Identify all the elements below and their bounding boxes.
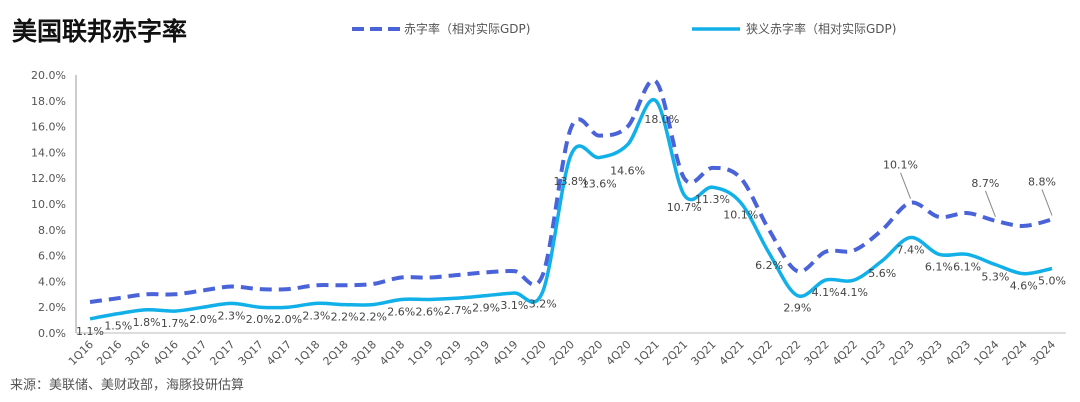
x-tick-label: 3Q16: [123, 338, 153, 368]
data-label-narrow: 1.8%: [133, 316, 161, 329]
x-tick-label: 3Q19: [462, 338, 492, 368]
x-tick-label: 1Q16: [66, 338, 96, 368]
x-tick-label: 1Q22: [745, 338, 775, 368]
y-tick-label: 12.0%: [31, 172, 66, 185]
data-label-narrow: 2.9%: [783, 302, 811, 315]
x-tick-label: 4Q23: [943, 338, 973, 368]
data-label-narrow: 2.0%: [246, 313, 274, 326]
data-label-narrow: 2.2%: [331, 311, 359, 324]
data-label-narrow: 6.1%: [925, 260, 953, 273]
x-tick-label: 4Q16: [151, 338, 181, 368]
y-tick-label: 18.0%: [31, 95, 66, 108]
data-label-narrow: 6.1%: [953, 260, 981, 273]
data-label-narrow: 2.2%: [359, 311, 387, 324]
data-label-narrow: 13.6%: [582, 178, 617, 191]
x-tick-label: 3Q24: [1028, 338, 1058, 368]
label-leader-line: [900, 172, 911, 199]
data-label-narrow: 1.1%: [76, 325, 104, 338]
legend-label-deficit: 赤字率（相对实际GDP): [404, 21, 530, 36]
data-label-narrow: 7.4%: [897, 244, 925, 257]
data-label-narrow: 5.0%: [1038, 275, 1066, 288]
x-tick-label: 4Q20: [604, 338, 634, 368]
x-tick-label: 1Q20: [519, 338, 549, 368]
x-tick-label: 1Q21: [632, 338, 662, 368]
x-tick-label: 3Q21: [688, 338, 718, 368]
x-tick-label: 2Q22: [773, 338, 803, 368]
x-tick-label: 1Q19: [405, 338, 435, 368]
x-tick-label: 3Q17: [236, 338, 266, 368]
data-label-narrow: 1.7%: [161, 317, 189, 330]
x-tick-label: 2Q23: [886, 338, 916, 368]
data-label-narrow: 14.6%: [610, 165, 645, 178]
y-tick-label: 4.0%: [38, 275, 66, 288]
data-label-narrow: 18.0%: [644, 113, 679, 126]
label-leader-line: [1041, 189, 1053, 216]
x-tick-label: 1Q23: [858, 338, 888, 368]
x-tick-label: 1Q24: [971, 338, 1001, 368]
x-tick-label: 3Q20: [575, 338, 605, 368]
data-label-narrow: 2.3%: [217, 309, 245, 322]
data-label-narrow: 2.6%: [387, 305, 415, 318]
x-tick-label: 2Q24: [1000, 338, 1030, 368]
x-tick-label: 4Q18: [377, 338, 407, 368]
y-tick-label: 16.0%: [31, 121, 66, 134]
data-label-narrow: 2.7%: [444, 304, 472, 317]
data-label-narrow: 6.2%: [755, 259, 783, 272]
y-tick-label: 8.0%: [38, 224, 66, 237]
series-line-deficit: [89, 78, 1053, 305]
data-label-narrow: 13.8%: [554, 175, 589, 188]
chart-title: 美国联邦赤字率: [12, 17, 188, 46]
y-tick-label: 20.0%: [31, 69, 66, 82]
x-tick-label: 4Q22: [830, 338, 860, 368]
data-label-deficit: 10.1%: [883, 159, 918, 172]
data-label-narrow: 2.9%: [472, 302, 500, 315]
data-label-deficit: 8.7%: [971, 177, 999, 190]
x-tick-label: 2Q18: [321, 338, 351, 368]
x-tick-label: 2Q19: [434, 338, 464, 368]
data-label-narrow: 4.1%: [812, 286, 840, 299]
data-label-narrow: 2.0%: [274, 313, 302, 326]
data-label-deficit: 8.8%: [1028, 175, 1056, 188]
x-tick-label: 3Q22: [802, 338, 832, 368]
data-label-narrow: 5.3%: [981, 271, 1009, 284]
x-tick-label: 2Q16: [94, 338, 124, 368]
y-tick-label: 2.0%: [38, 301, 66, 314]
data-label-narrow: 2.6%: [416, 305, 444, 318]
series-line-narrow-deficit: [89, 98, 1053, 321]
x-tick-label: 1Q18: [292, 338, 322, 368]
x-tick-label: 3Q23: [915, 338, 945, 368]
x-tick-label: 4Q17: [264, 338, 294, 368]
data-label-narrow: 10.1%: [723, 209, 758, 222]
x-tick-label: 3Q18: [349, 338, 379, 368]
y-tick-label: 0.0%: [38, 327, 66, 340]
legend-label-narrow: 狭义赤字率（相对实际GDP): [746, 21, 896, 36]
x-tick-label: 4Q21: [717, 338, 747, 368]
data-label-narrow: 1.5%: [104, 320, 132, 333]
data-label-narrow: 2.0%: [189, 313, 217, 326]
y-tick-label: 14.0%: [31, 146, 66, 159]
x-tick-label: 4Q19: [490, 338, 520, 368]
data-label-narrow: 11.3%: [695, 193, 730, 206]
y-tick-label: 10.0%: [31, 198, 66, 211]
data-label-narrow: 5.6%: [868, 267, 896, 280]
x-tick-label: 2Q17: [207, 338, 237, 368]
x-tick-label: 2Q20: [547, 338, 577, 368]
data-label-narrow: 10.7%: [667, 201, 702, 214]
data-label-narrow: 3.1%: [500, 299, 528, 312]
label-leader-line: [984, 190, 996, 217]
data-label-narrow: 2.3%: [302, 309, 330, 322]
y-tick-label: 6.0%: [38, 250, 66, 263]
x-tick-label: 2Q21: [660, 338, 690, 368]
data-label-narrow: 4.1%: [840, 286, 868, 299]
data-label-narrow: 4.6%: [1010, 280, 1038, 293]
x-tick-label: 1Q17: [179, 338, 209, 368]
source-note: 来源：美联储、美财政部，海豚投研估算: [10, 378, 245, 393]
data-label-narrow: 3.2%: [529, 298, 557, 311]
